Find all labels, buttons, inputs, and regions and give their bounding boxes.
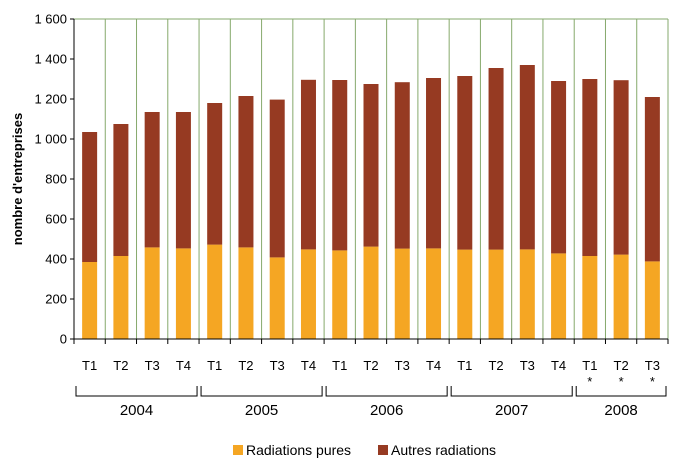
bar-segment-radiations-pures xyxy=(269,257,285,339)
x-tick-label: T1 xyxy=(82,358,97,373)
x-tick-marker: * xyxy=(587,374,592,389)
legend-swatch xyxy=(378,445,388,455)
y-axis-label: nombre d'entreprises xyxy=(10,113,25,245)
bar-segment-radiations-pures xyxy=(113,256,129,339)
y-tick-label: 0 xyxy=(60,332,67,347)
year-label: 2004 xyxy=(120,402,153,419)
y-tick-label: 1 400 xyxy=(34,52,67,67)
bar-segment-autres-radiations xyxy=(582,79,598,256)
bar-segment-radiations-pures xyxy=(644,261,660,339)
legend-swatch xyxy=(233,445,243,455)
bar-segment-autres-radiations xyxy=(488,68,504,250)
x-tick-label: T2 xyxy=(113,358,128,373)
bar-segment-radiations-pures xyxy=(613,254,629,339)
x-tick-label: T4 xyxy=(176,358,191,373)
x-tick-label: T1 xyxy=(332,358,347,373)
bar-segment-autres-radiations xyxy=(519,65,535,250)
year-bracket xyxy=(575,386,667,397)
x-tick-label: T1 xyxy=(207,358,222,373)
y-tick-label: 1 000 xyxy=(34,132,67,147)
x-tick-label: T2 xyxy=(614,358,629,373)
bar-segment-radiations-pures xyxy=(394,248,410,339)
x-tick-label: T2 xyxy=(488,358,503,373)
bar-segment-autres-radiations xyxy=(175,112,191,249)
bar-segment-autres-radiations xyxy=(426,78,442,249)
bar-segment-autres-radiations xyxy=(144,112,160,248)
bar-segment-autres-radiations xyxy=(394,82,410,249)
x-tick-label: T1 xyxy=(457,358,472,373)
bar-segment-radiations-pures xyxy=(144,247,160,339)
x-tick-label: T4 xyxy=(301,358,316,373)
x-tick-label: T3 xyxy=(270,358,285,373)
year-label: 2008 xyxy=(604,402,637,419)
x-tick-label: T1 xyxy=(582,358,597,373)
bar-segment-radiations-pures xyxy=(238,247,254,339)
year-label: 2007 xyxy=(495,402,528,419)
bar-segment-radiations-pures xyxy=(82,262,98,339)
x-tick-label: T3 xyxy=(395,358,410,373)
bar-segment-radiations-pures xyxy=(519,249,535,339)
bar-segment-radiations-pures xyxy=(426,248,442,339)
y-tick-label: 1 600 xyxy=(34,12,67,27)
bar-segment-autres-radiations xyxy=(613,80,629,255)
legend-label: Autres radiations xyxy=(391,442,496,458)
bar-segment-radiations-pures xyxy=(363,246,379,339)
bar-segment-radiations-pures xyxy=(551,253,567,339)
x-tick-label: T3 xyxy=(520,358,535,373)
y-tick-label: 600 xyxy=(45,212,67,227)
x-tick-label: T3 xyxy=(145,358,160,373)
bar-segment-radiations-pures xyxy=(207,244,223,339)
legend-label: Radiations pures xyxy=(246,442,351,458)
bar-segment-autres-radiations xyxy=(363,84,379,247)
year-label: 2005 xyxy=(245,402,278,419)
year-label: 2006 xyxy=(370,402,403,419)
bar-segment-radiations-pures xyxy=(332,250,348,339)
bar-segment-autres-radiations xyxy=(207,103,223,245)
year-bracket xyxy=(200,386,323,397)
x-tick-label: T2 xyxy=(363,358,378,373)
axes: 0 200 400 600 800 1 000 1 200 1 400 1 600 T1 T2 T3 T… xyxy=(34,12,669,419)
x-tick-label: T4 xyxy=(551,358,566,373)
bar-segment-autres-radiations xyxy=(457,76,473,250)
bar-segment-radiations-pures xyxy=(300,249,316,339)
y-tick-label: 200 xyxy=(45,292,67,307)
x-tick-label: T3 xyxy=(645,358,660,373)
legend: Radiations pures Autres radiations xyxy=(233,442,496,458)
x-tick-label: T4 xyxy=(426,358,441,373)
year-bracket xyxy=(325,386,448,397)
year-bracket xyxy=(450,386,573,397)
y-tick-label: 400 xyxy=(45,252,67,267)
x-tick-label: T2 xyxy=(238,358,253,373)
bar-segment-autres-radiations xyxy=(332,80,348,251)
bar-segment-autres-radiations xyxy=(269,99,285,258)
bar-segment-autres-radiations xyxy=(644,97,660,262)
bar-segment-radiations-pures xyxy=(175,248,191,339)
x-tick-marker: * xyxy=(650,374,655,389)
bar-segment-autres-radiations xyxy=(238,96,254,248)
bar-segment-autres-radiations xyxy=(551,81,567,254)
y-tick-label: 800 xyxy=(45,172,67,187)
bar-segment-radiations-pures xyxy=(457,249,473,339)
y-tick-label: 1 200 xyxy=(34,92,67,107)
bar-segment-autres-radiations xyxy=(82,132,98,262)
bars xyxy=(82,65,660,339)
bar-segment-radiations-pures xyxy=(582,256,598,339)
x-tick-marker: * xyxy=(619,374,624,389)
grid-lines xyxy=(74,18,669,339)
bar-segment-radiations-pures xyxy=(488,249,504,339)
bar-segment-autres-radiations xyxy=(113,124,129,256)
bar-segment-autres-radiations xyxy=(300,79,316,250)
year-bracket xyxy=(75,386,198,397)
